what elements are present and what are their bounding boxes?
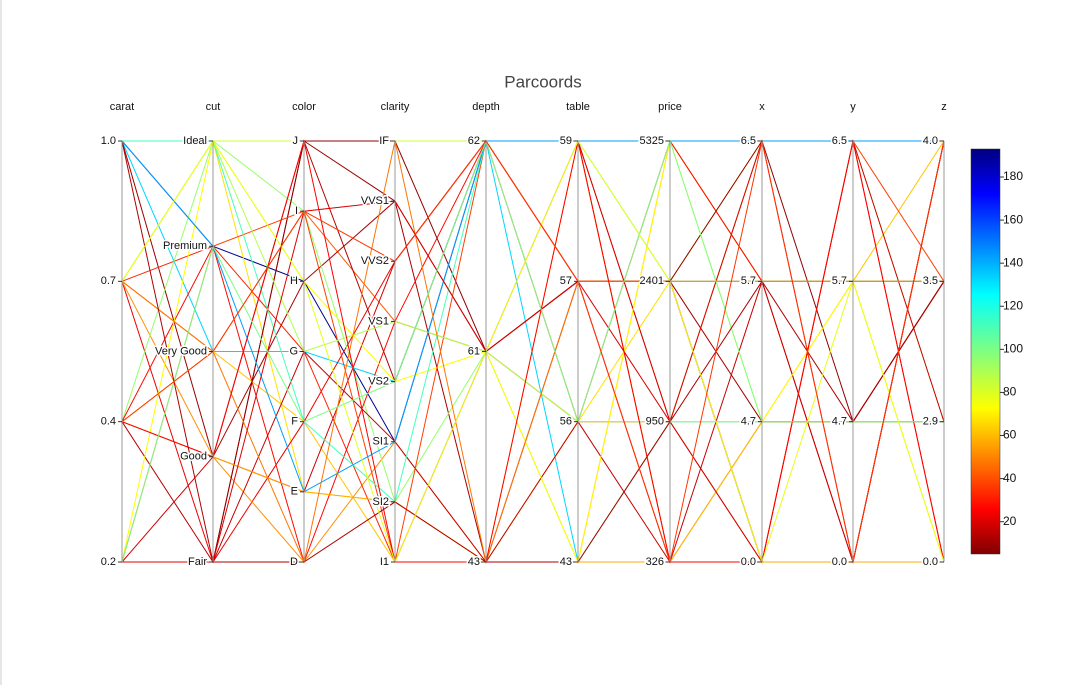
record-line <box>121 421 944 563</box>
tick-label: Fair <box>188 556 207 568</box>
tick-label: 0.0 <box>741 556 756 568</box>
tick-label: 950 <box>646 416 664 428</box>
tick-label: F <box>291 416 298 428</box>
tick-label: J <box>293 135 299 147</box>
tick-label: Very Good <box>155 345 207 357</box>
tick-label: 4.7 <box>741 416 756 428</box>
chart-title: Parcoords <box>504 72 581 91</box>
colorbar-tick-label: 20 <box>1003 514 1017 528</box>
colorbar-tick-label: 80 <box>1003 385 1017 399</box>
tick-label: 4.0 <box>923 135 938 147</box>
tick-label: Good <box>180 451 207 463</box>
axis-label: y <box>850 101 856 113</box>
axis-label: table <box>566 101 590 113</box>
tick-label: 1.0 <box>101 135 116 147</box>
record-line <box>121 139 945 564</box>
colorbar-tick-label: 100 <box>1003 342 1023 356</box>
tick-label: H <box>290 275 298 287</box>
tick-label: 62 <box>468 135 480 147</box>
record-line <box>121 139 944 564</box>
tick-label: 3.5 <box>923 275 938 287</box>
tick-label: 5325 <box>640 135 664 147</box>
axis-label: carat <box>110 101 134 113</box>
tick-label: 56 <box>560 416 572 428</box>
colorbar-tick-label: 140 <box>1003 255 1023 269</box>
tick-label: 0.7 <box>101 275 116 287</box>
tick-label: VVS2 <box>361 255 389 267</box>
tick-label: 61 <box>468 345 480 357</box>
tick-label: Ideal <box>183 135 207 147</box>
record-line <box>121 140 945 564</box>
record-line <box>122 140 944 282</box>
tick-label: 5.7 <box>832 275 847 287</box>
tick-label: 0.2 <box>101 556 116 568</box>
axes: carat 0.2 0.4 0.7 1.0 cut Fair Good Very Good Pre… <box>99 101 947 570</box>
axis-label: x <box>759 101 765 113</box>
tick-label: 6.5 <box>741 135 756 147</box>
axis-label: cut <box>206 101 221 113</box>
tick-label: E <box>291 486 298 498</box>
tick-label: 59 <box>560 135 572 147</box>
tick-label: VS2 <box>368 375 389 387</box>
tick-label: 0.4 <box>101 416 116 428</box>
axis-label: depth <box>472 101 500 113</box>
tick-label: 6.5 <box>832 135 847 147</box>
tick-label: 0.0 <box>832 556 847 568</box>
tick-label: 0.0 <box>923 556 938 568</box>
tick-label: 4.7 <box>832 416 847 428</box>
colorbar-tick-label: 160 <box>1003 212 1023 226</box>
record-line <box>121 140 944 564</box>
tick-label: G <box>289 345 298 357</box>
record-line <box>121 140 944 493</box>
tick-label: 326 <box>646 556 664 568</box>
axis-label: price <box>658 101 682 113</box>
tick-label: IF <box>379 135 389 147</box>
tick-label: SI2 <box>372 496 389 508</box>
tick-label: 2401 <box>640 275 664 287</box>
colorbar <box>970 148 1001 555</box>
colorbar-tick-label: 180 <box>1003 169 1023 183</box>
tick-label: VVS1 <box>361 195 389 207</box>
axis-label: color <box>292 101 316 113</box>
tick-label: 43 <box>468 556 480 568</box>
tick-label: I1 <box>380 556 389 568</box>
tick-label: 43 <box>560 556 572 568</box>
tick-label: I <box>295 205 298 217</box>
colorbar-tick-label: 40 <box>1003 471 1017 485</box>
axis-label: clarity <box>381 101 410 113</box>
lines <box>121 139 945 564</box>
colorbar-tick-label: 120 <box>1003 298 1023 312</box>
axis-label: z <box>941 101 947 113</box>
tick-label: SI1 <box>372 436 389 448</box>
tick-label: 57 <box>560 275 572 287</box>
tick-label: D <box>290 556 298 568</box>
tick-label: Premium <box>163 240 207 252</box>
tick-label: 5.7 <box>741 275 756 287</box>
tick-label: 2.9 <box>923 416 938 428</box>
colorbar-tick-label: 60 <box>1003 428 1017 442</box>
tick-label: VS1 <box>368 315 389 327</box>
